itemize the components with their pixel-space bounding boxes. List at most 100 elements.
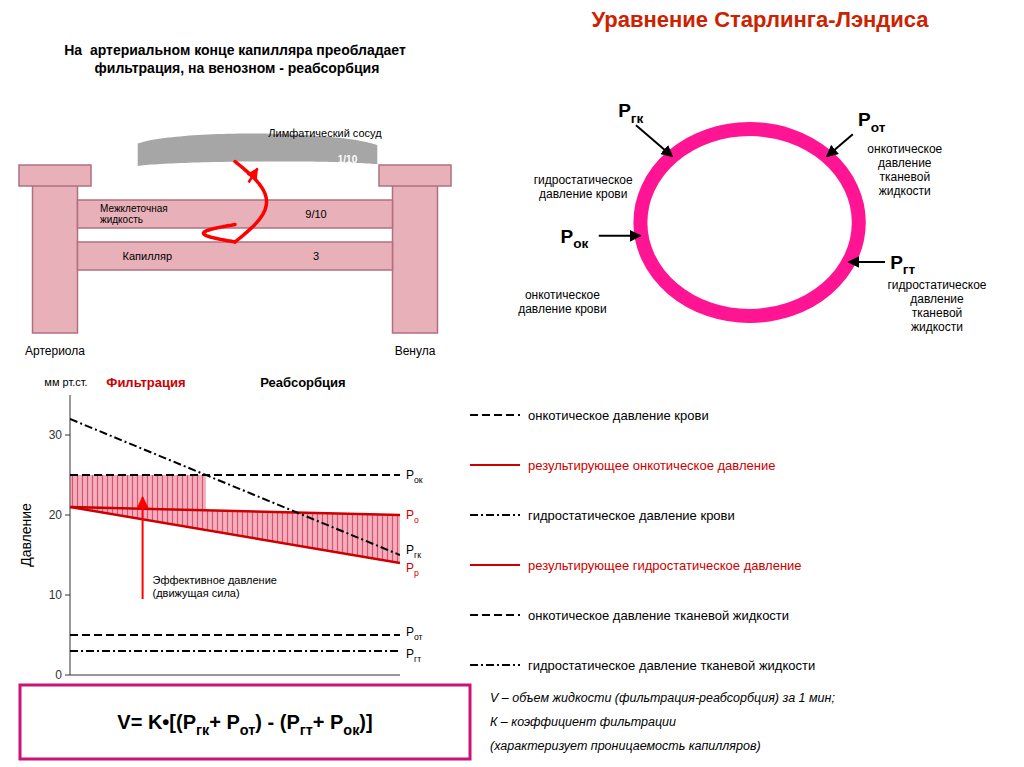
venule-label: Венула bbox=[395, 344, 436, 358]
flow-curve bbox=[235, 162, 267, 243]
y-tick bbox=[65, 675, 70, 676]
line-end-label-line: Pот bbox=[406, 625, 423, 642]
force-description-line: давление крови bbox=[539, 187, 627, 201]
zone-label: Реабсорбция bbox=[260, 375, 345, 390]
legend-text-line: онкотическое давление тканевой жидкости bbox=[528, 608, 789, 623]
effective-pressure-arrow bbox=[142, 497, 144, 599]
subtitle: На артериальном конце капилляра преоблад… bbox=[64, 42, 406, 76]
legend-item: онкотическое давление крови bbox=[470, 408, 709, 423]
ratio-label: 9/10 bbox=[305, 208, 326, 220]
force-description-line: тканевой bbox=[880, 170, 931, 184]
title: Уравнение Старлинга-Лэндиса bbox=[591, 7, 929, 32]
text-part: P bbox=[858, 109, 871, 130]
legend-swatch bbox=[470, 564, 520, 566]
legend-text-line: результирующее гидростатическое давление bbox=[528, 558, 802, 573]
text-part: ) - (P bbox=[255, 711, 299, 733]
legend-swatch bbox=[470, 614, 520, 616]
force-arrow bbox=[827, 134, 853, 156]
legend: онкотическое давление крови результирующе… bbox=[470, 408, 815, 673]
legend-text: результирующее гидростатическое давление bbox=[528, 558, 802, 573]
formula-note: (характеризует проницаемость капилляров) bbox=[490, 739, 761, 753]
title-line: Уравнение Старлинга-Лэндиса bbox=[591, 7, 929, 32]
arteriole-label: Артериола bbox=[25, 344, 85, 358]
subscript: ок bbox=[573, 236, 588, 251]
force-symbol: Pот bbox=[858, 109, 886, 135]
text-part: P bbox=[561, 226, 574, 247]
y-tick bbox=[65, 595, 70, 596]
ratio-label-line: 3 bbox=[313, 250, 319, 262]
force-description: онкотическоедавлениетканевойжидкости bbox=[867, 142, 942, 198]
venule-label-line: Венула bbox=[395, 344, 436, 358]
force-description-line: давление bbox=[878, 156, 932, 170]
venule bbox=[393, 176, 438, 334]
series-line bbox=[70, 650, 400, 652]
y-axis bbox=[70, 395, 71, 675]
ratio-label: 3 bbox=[313, 250, 319, 262]
formula: V= K•[(Pгк+ Pот) - (Pгт+ Pок)]V – объем … bbox=[20, 685, 835, 759]
force-symbol: Pгк bbox=[618, 100, 643, 126]
force-description-line: давление bbox=[910, 292, 964, 306]
subscript: р bbox=[414, 568, 419, 578]
text-part: P bbox=[890, 252, 903, 273]
text-part: P bbox=[406, 508, 414, 522]
force-symbol-line: Pгт bbox=[890, 252, 915, 278]
zone-label-line: Реабсорбция bbox=[260, 375, 345, 390]
force-symbol-line: Pот bbox=[858, 109, 886, 135]
force-description-line: гидростатическое bbox=[534, 173, 633, 187]
arteriole-label-line: Артериола bbox=[25, 344, 85, 358]
subtitle-line: На артериальном конце капилляра преоблад… bbox=[64, 42, 406, 58]
series-line bbox=[70, 634, 400, 636]
force-description-line: жидкости bbox=[879, 184, 931, 198]
formula-text-line: V= K•[(Pгк+ Pот) - (Pгт+ Pок)] bbox=[117, 711, 372, 738]
text-part: P bbox=[406, 561, 414, 575]
y-tick-label: 30 bbox=[49, 428, 63, 442]
y-tick bbox=[65, 435, 70, 436]
y-tick-label-line: 30 bbox=[49, 428, 63, 442]
subscript: гк bbox=[631, 111, 644, 126]
unit-label-line: мм рт.ст. bbox=[44, 376, 87, 388]
legend-text: результирующее онкотическое давление bbox=[528, 458, 775, 473]
plot-area bbox=[70, 419, 400, 651]
y-tick-label: 10 bbox=[49, 588, 63, 602]
ratio-label: 1/10 bbox=[338, 154, 358, 165]
force-description-line: тканевой bbox=[912, 306, 963, 320]
arteriole-cap bbox=[19, 165, 91, 186]
line-end-label-line: Pр bbox=[406, 561, 419, 578]
force-description-line: жидкости bbox=[911, 320, 963, 334]
formula-text: V= K•[(Pгк+ Pот) - (Pгт+ Pок)] bbox=[117, 711, 372, 738]
line-end-label: Pгт bbox=[406, 647, 421, 664]
text-part: P bbox=[406, 543, 414, 557]
y-tick-label: 20 bbox=[49, 508, 63, 522]
formula-note-line: (характеризует проницаемость капилляров) bbox=[490, 739, 761, 753]
legend-text-line: гидростатическое давление крови bbox=[528, 508, 735, 523]
y-axis-label: Давление bbox=[18, 503, 34, 567]
text-part: )] bbox=[359, 711, 372, 733]
text-part: + P bbox=[313, 711, 344, 733]
legend-text: гидростатическое давление тканевой жидко… bbox=[528, 658, 815, 673]
series-line bbox=[70, 507, 400, 515]
line-end-label-line: Pгк bbox=[406, 543, 421, 560]
effective-pressure-label: Эффективное давление(движущая сила) bbox=[153, 574, 277, 599]
figure: На артериальном конце капилляра преоблад… bbox=[0, 0, 1024, 767]
graph: 0102030ДавлениеPокPоPгкPрPотPгтЭффективн… bbox=[18, 375, 423, 683]
y-tick bbox=[65, 515, 70, 516]
legend-text-line: онкотическое давление крови bbox=[528, 408, 709, 423]
legend-swatch bbox=[470, 464, 520, 466]
line-end-label: Pгк bbox=[406, 543, 421, 560]
y-tick-label: 0 bbox=[55, 668, 62, 682]
text-part: + P bbox=[209, 711, 240, 733]
text-part: P bbox=[406, 625, 414, 639]
force-arrow bbox=[636, 125, 672, 156]
series-line bbox=[70, 507, 400, 563]
force-arrow bbox=[849, 261, 885, 263]
force-description-line: давление крови bbox=[518, 302, 606, 316]
pressure-diagram: Pгкгидростатическоедавление кровиPотонко… bbox=[518, 100, 987, 334]
venule-cap bbox=[379, 165, 451, 186]
subscript: от bbox=[240, 722, 255, 738]
subscript: от bbox=[871, 120, 886, 135]
subscript: ок bbox=[343, 722, 360, 738]
line-end-label: Pо bbox=[406, 508, 419, 525]
effective-pressure-area bbox=[70, 475, 400, 563]
formula-note: К – коэффициент фильтрации bbox=[490, 715, 676, 729]
lymph-label: Лимфатический сосуд bbox=[268, 127, 382, 139]
